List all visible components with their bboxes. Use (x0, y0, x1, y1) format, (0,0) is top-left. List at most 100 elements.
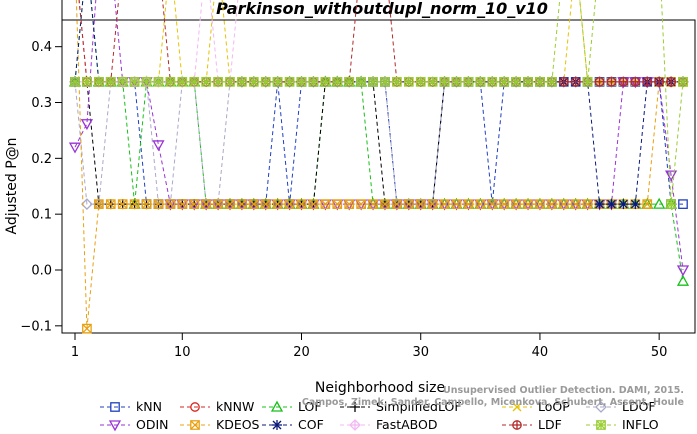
legend: kNN kNNW LOF SimplifiedLOF LoOP LDOF ODIN KDEOS… (100, 399, 659, 432)
data-point (81, 198, 93, 211)
x-tick-label: 10 (174, 345, 191, 360)
data-point (165, 77, 176, 87)
legend-label: LDOF (622, 399, 656, 414)
data-point (678, 199, 688, 209)
series-line-inflo (75, 0, 684, 205)
legend-label: kNNW (216, 399, 254, 414)
data-point (475, 199, 486, 209)
x-axis: 1 10 20 30 40 50 (71, 332, 667, 360)
data-point (332, 199, 343, 209)
data-point (676, 265, 690, 277)
plot-frame (61, 19, 696, 334)
legend-label: KDEOS (216, 417, 260, 432)
legend-item-knnw: kNNW (180, 399, 254, 414)
y-tick-label: 0.0 (31, 264, 52, 279)
data-point (272, 77, 283, 87)
legend-item-odin: ODIN (100, 417, 169, 432)
legend-item-ldf: LDF (502, 417, 562, 432)
data-point (678, 77, 688, 87)
data-point (105, 199, 116, 209)
legend-marker (190, 420, 200, 430)
series-line-ldf (78, 0, 683, 83)
data-point (653, 197, 666, 209)
data-point (535, 77, 545, 87)
data-point (356, 77, 366, 87)
data-point (189, 77, 200, 87)
data-point (152, 140, 165, 152)
data-point (558, 199, 569, 209)
data-point (415, 77, 426, 87)
data-point (201, 199, 211, 209)
data-point (664, 170, 678, 182)
data-point (606, 77, 617, 87)
legend-label: FastABOD (376, 417, 438, 432)
data-point (558, 77, 569, 87)
y-tick-label: 0.2 (31, 152, 52, 167)
legend-marker (512, 420, 522, 430)
series-layer (68, 0, 690, 334)
data-point (237, 77, 247, 87)
legend-marker (350, 402, 360, 412)
legend-label: ODIN (136, 417, 169, 432)
series-inflo (70, 0, 688, 209)
data-point (392, 199, 402, 209)
data-point (225, 77, 235, 87)
x-tick-label: 40 (532, 345, 549, 360)
data-point (93, 77, 104, 87)
data-point (320, 199, 331, 209)
y-axis-label: Adjusted P@n (4, 137, 20, 234)
data-point (642, 199, 653, 209)
data-point (82, 77, 92, 87)
data-point (213, 199, 223, 209)
data-point (141, 77, 152, 87)
data-point (654, 77, 665, 87)
data-point (260, 199, 271, 209)
data-point (105, 77, 116, 87)
data-point (547, 199, 557, 209)
data-point (284, 199, 295, 209)
x-tick-label: 30 (412, 345, 429, 360)
data-point (308, 199, 319, 209)
data-point (80, 119, 94, 131)
data-point (487, 199, 498, 209)
data-point (594, 77, 605, 87)
legend-marker (108, 420, 122, 432)
data-point (368, 199, 378, 209)
data-point (82, 323, 92, 334)
legend-item-ldof: LDOF (586, 399, 656, 414)
data-point (129, 199, 140, 209)
data-point (630, 77, 641, 87)
legend-marker (190, 402, 200, 412)
data-point (356, 199, 366, 209)
data-point (666, 199, 676, 209)
data-point (296, 199, 307, 209)
data-point (177, 77, 188, 87)
y-tick-label: 0.4 (31, 40, 52, 55)
chart-title: Parkinson_withoutdupl_norm_10_v10 (216, 0, 548, 18)
legend-marker (349, 419, 361, 431)
legend-label: LDF (538, 417, 562, 432)
y-tick-label: −0.1 (20, 319, 52, 334)
legend-label: LoOP (538, 399, 570, 414)
data-point (676, 274, 690, 286)
legend-item-simplifiedlof: SimplifiedLOF (340, 399, 462, 414)
x-axis-label: Neighborhood size (315, 380, 445, 396)
legend-label: LOF (298, 399, 322, 414)
data-point (403, 77, 414, 87)
data-point (511, 199, 521, 209)
data-point (463, 77, 474, 87)
data-point (570, 199, 581, 209)
legend-marker (596, 420, 606, 430)
data-point (594, 199, 605, 210)
legend-marker (270, 400, 284, 412)
data-point (618, 199, 629, 210)
data-point (248, 199, 259, 209)
y-tick-label: 0.3 (31, 96, 52, 111)
series-line-cof (74, 0, 683, 205)
data-point (93, 199, 104, 209)
data-point (427, 199, 438, 209)
data-point (451, 199, 462, 209)
data-point (570, 77, 581, 87)
series-line-kdeos (75, 0, 683, 329)
